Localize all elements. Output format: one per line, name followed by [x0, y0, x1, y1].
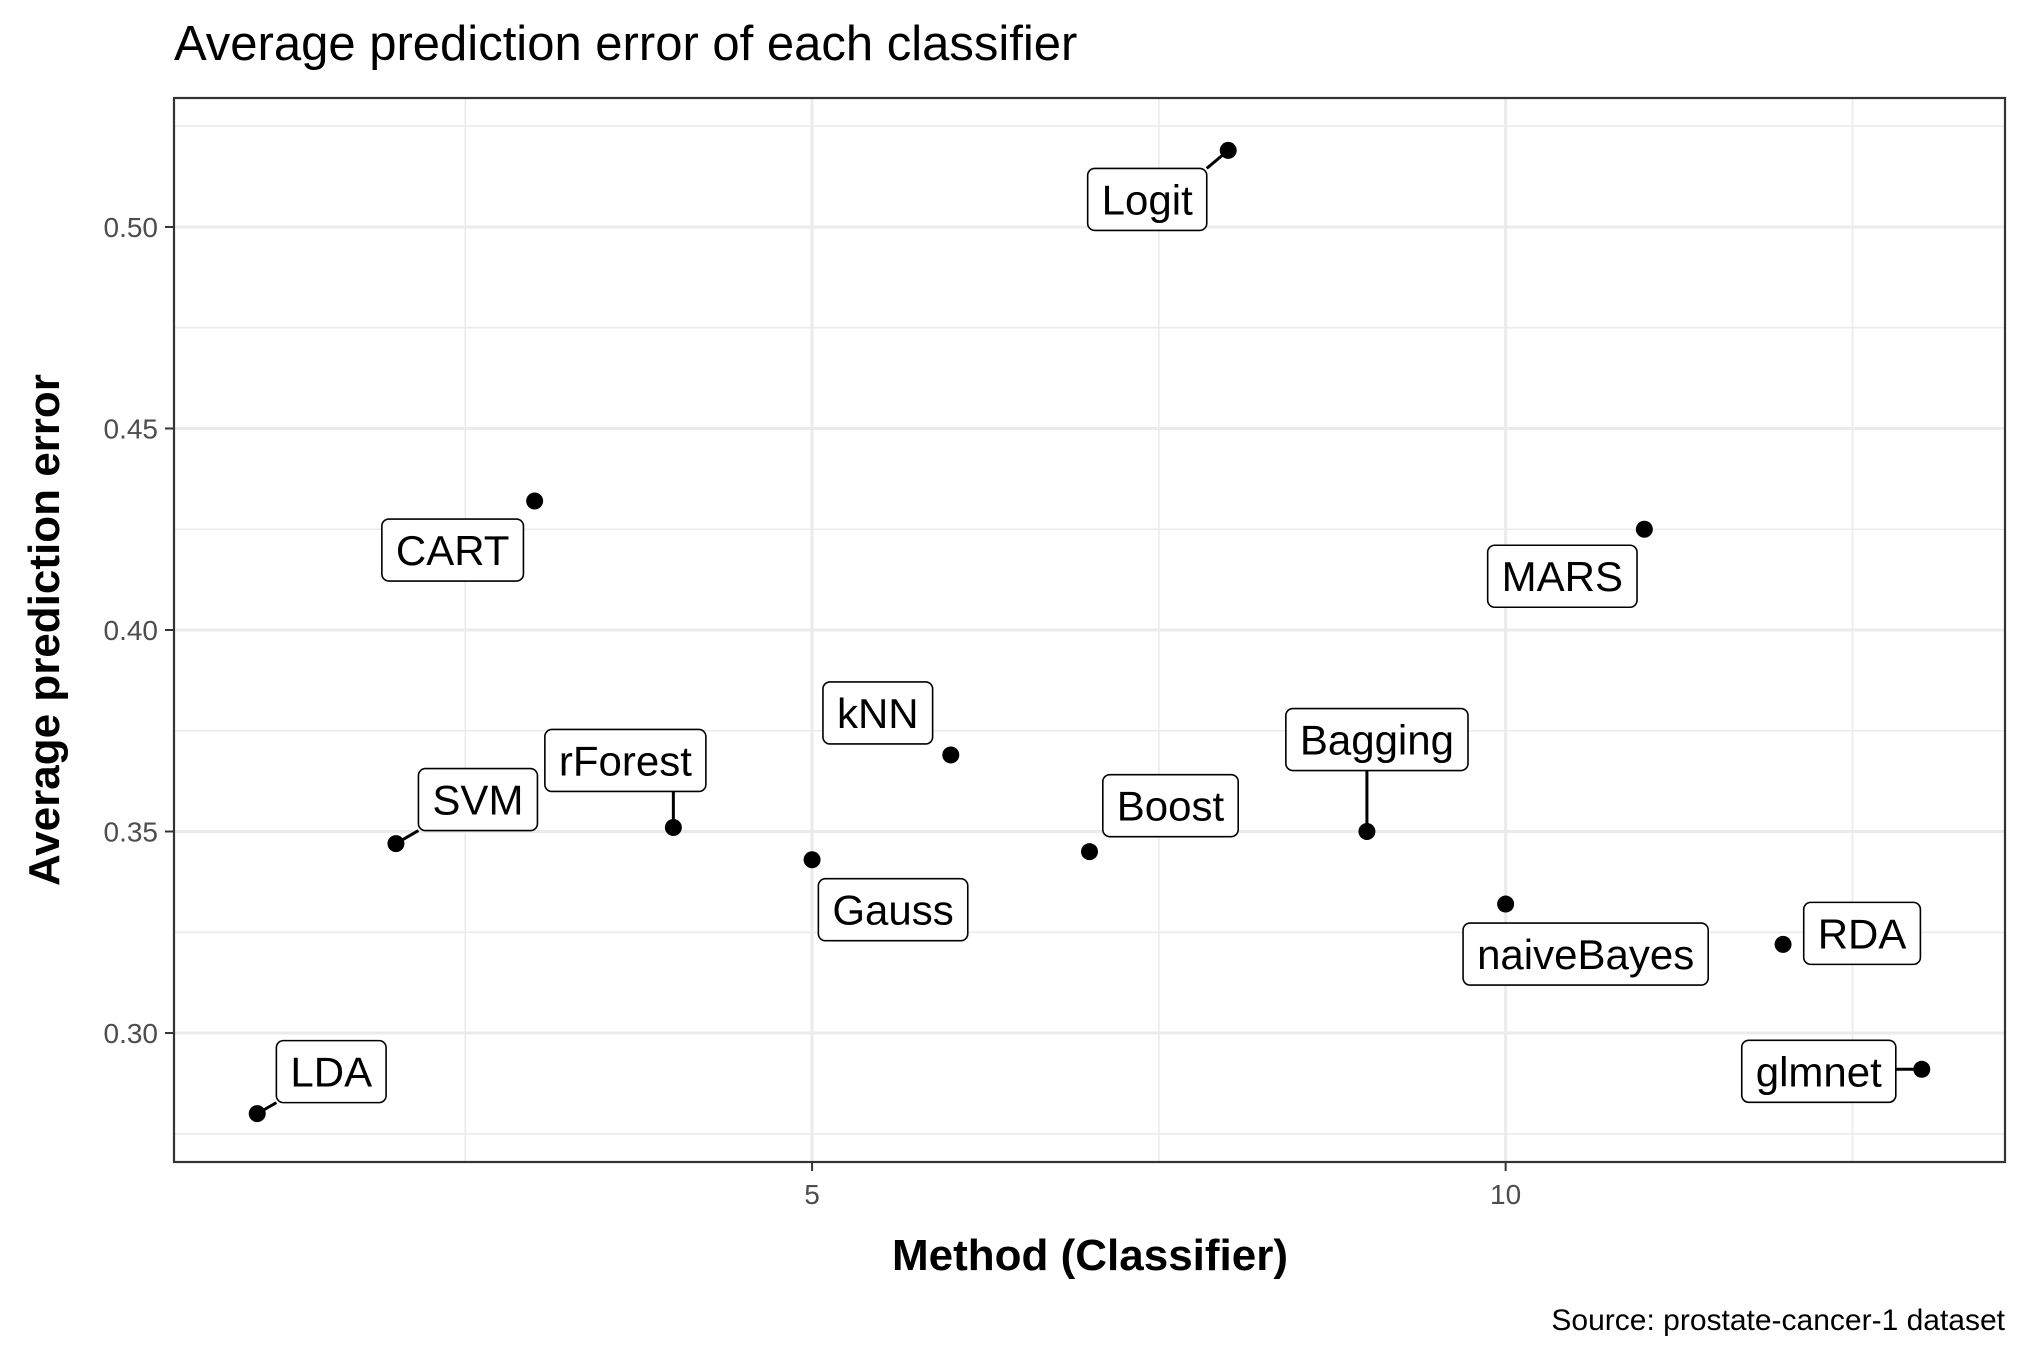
x-tick-label: 5 [804, 1179, 820, 1210]
y-tick-label: 0.30 [104, 1018, 159, 1049]
point-label: rForest [559, 737, 692, 784]
point-label: RDA [1818, 910, 1907, 957]
data-point [942, 746, 960, 764]
y-tick-label: 0.40 [104, 615, 159, 646]
data-point [664, 818, 682, 836]
point-label-box [1285, 707, 1469, 772]
data-point [1913, 1060, 1931, 1078]
data-point [1635, 520, 1653, 538]
point-label: CART [396, 527, 510, 574]
point-label-box [1802, 901, 1922, 966]
data-point [803, 851, 821, 869]
panel-border [172, 96, 2007, 1164]
point-label-box [417, 767, 539, 832]
point-label: MARS [1502, 553, 1623, 600]
point-label: Boost [1117, 783, 1225, 830]
point-label-box [381, 518, 525, 582]
point-label-box [1086, 167, 1208, 232]
data-point [1358, 823, 1376, 841]
data-point [1219, 141, 1237, 159]
data-point [248, 1105, 266, 1123]
point-label: SVM [432, 777, 523, 824]
point-label: LDA [290, 1049, 372, 1096]
y-axis-title: Average prediction error [20, 374, 69, 886]
point-label: Bagging [1300, 717, 1454, 764]
y-tick-label: 0.50 [104, 212, 159, 243]
data-point [1774, 935, 1792, 953]
caption: Source: prostate-cancer-1 dataset [1551, 1304, 2005, 1337]
x-tick-label: 10 [1490, 1179, 1521, 1210]
axes: 5 10 0.30 0.35 0.40 0.45 0.50 [104, 212, 1522, 1210]
x-axis-title: Method (Classifier) [892, 1231, 1288, 1280]
data-point [526, 492, 544, 510]
point-label-box [1462, 922, 1710, 986]
point-label-box [275, 1039, 387, 1104]
point-label-box [822, 681, 934, 745]
point-label: Gauss [832, 887, 953, 934]
point-label-box [544, 728, 707, 793]
point-label: glmnet [1756, 1048, 1882, 1095]
y-tick-label: 0.45 [104, 413, 159, 444]
data-point [387, 835, 405, 853]
point-label-box [1740, 1039, 1897, 1104]
y-tick-label: 0.35 [104, 817, 159, 848]
point-label-box [1101, 773, 1240, 838]
data-point [1497, 895, 1515, 913]
point-label-box [1486, 544, 1638, 609]
point-label: Logit [1102, 176, 1193, 223]
plot-area: LDA SVM CART rForest Gauss kNN Boost Logit Baggi… [248, 141, 1931, 1123]
grid [174, 98, 2005, 1162]
point-label: kNN [837, 690, 919, 737]
chart-title: Average prediction error of each classif… [174, 17, 1077, 71]
point-label-box [817, 877, 969, 942]
point-label: naiveBayes [1477, 931, 1694, 978]
data-point [1081, 843, 1098, 861]
